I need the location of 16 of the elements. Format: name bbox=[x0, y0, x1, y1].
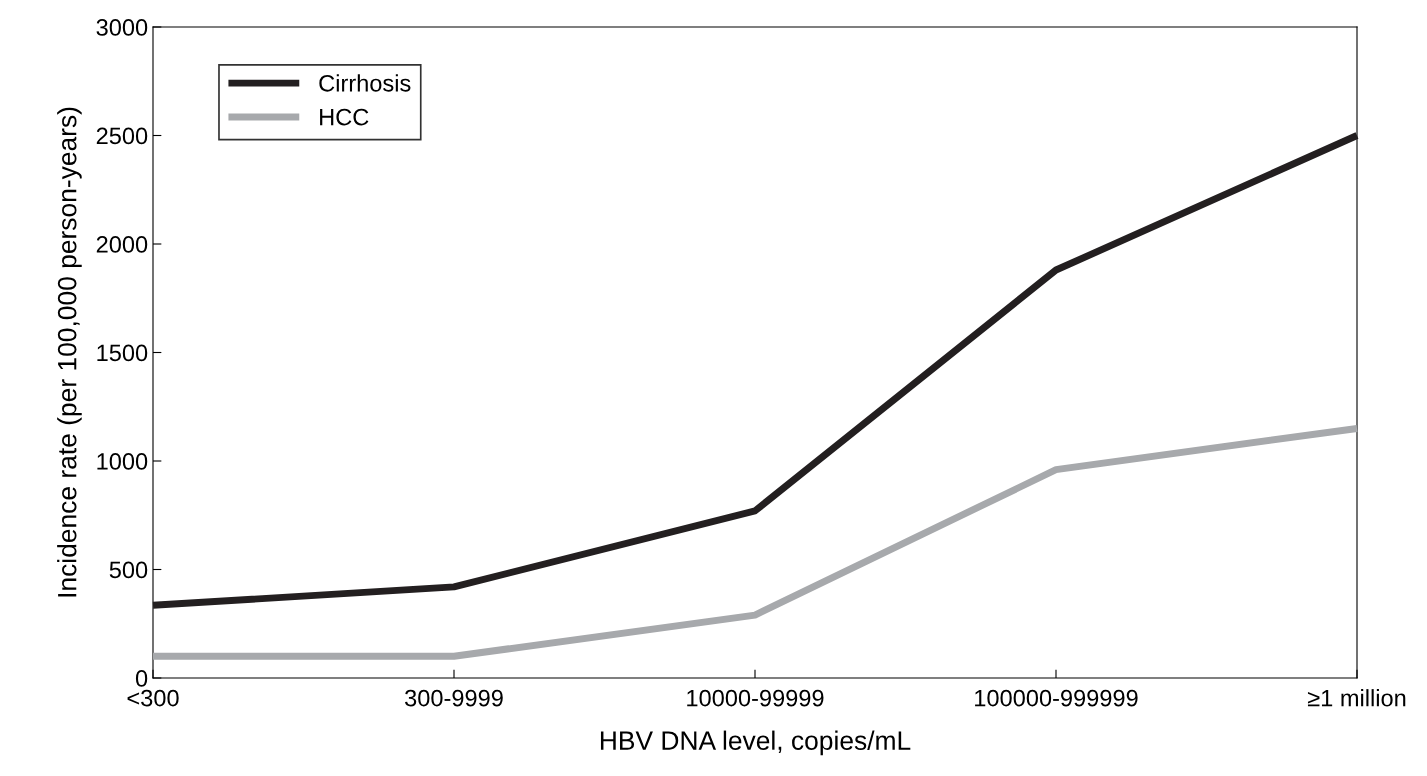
legend-label: Cirrhosis bbox=[319, 74, 411, 92]
y-tick-label: 1500 bbox=[97, 344, 148, 362]
y-tick-label: 1000 bbox=[97, 453, 148, 470]
x-tick-label: ≥1 million bbox=[1307, 689, 1406, 707]
y-tick-label: 2000 bbox=[96, 236, 148, 253]
y-tick-label: 3000 bbox=[96, 19, 148, 36]
y-axis-title: Incidence rate (per 100,000 person-years) bbox=[57, 107, 82, 597]
x-tick-label: 300-9999 bbox=[405, 689, 503, 707]
y-tick-label: 500 bbox=[109, 561, 148, 579]
y-tick-label: 2500 bbox=[96, 127, 148, 145]
x-tick-label: 10000-99999 bbox=[687, 689, 824, 707]
y-tick-label: 0 bbox=[135, 670, 148, 687]
x-tick-label: <300 bbox=[127, 689, 179, 707]
x-tick-label: 100000-999999 bbox=[975, 689, 1138, 707]
legend-label: HCC bbox=[320, 108, 369, 126]
x-axis-title: HBV DNA level, copies/mL bbox=[600, 730, 911, 756]
